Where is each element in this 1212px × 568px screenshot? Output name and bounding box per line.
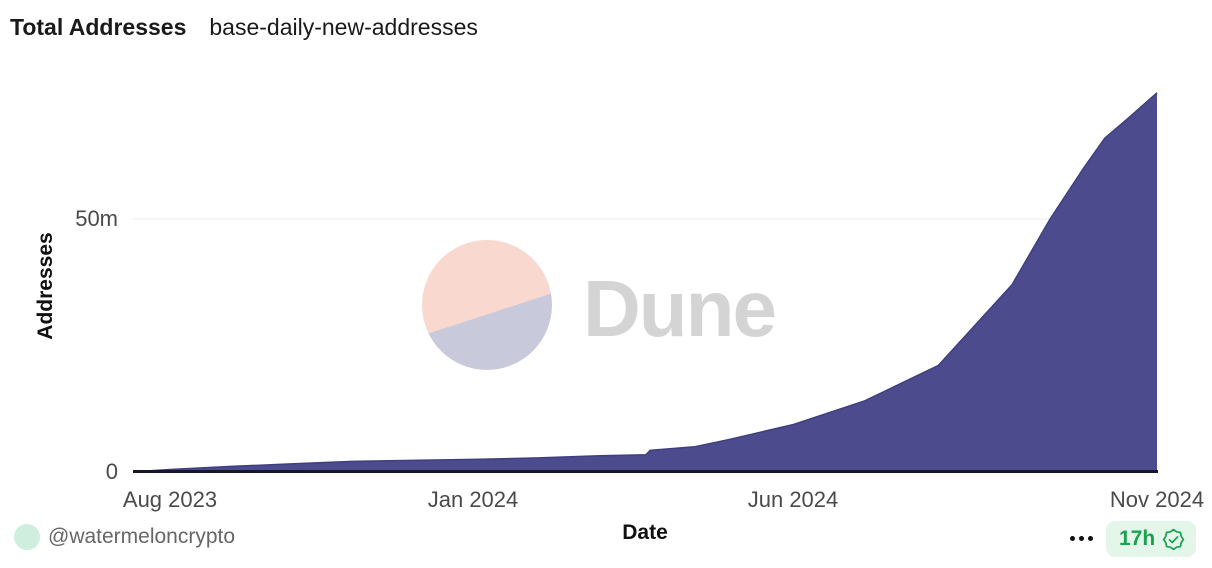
x-tick-label: Jun 2024 (747, 487, 839, 512)
y-axis-title: Addresses (34, 232, 57, 340)
author-attribution[interactable]: @watermeloncrypto (14, 524, 235, 550)
chart-header: Total Addresses base-daily-new-addresses (10, 14, 478, 41)
author-handle: @watermeloncrypto (48, 525, 236, 548)
dune-wordmark: Dune (583, 264, 777, 353)
y-tick-label: 0 (105, 459, 118, 484)
x-tick-label: Nov 2024 (1109, 487, 1205, 512)
series-line (138, 92, 1158, 473)
last-updated-badge[interactable]: 17h (1106, 521, 1197, 557)
query-name-link[interactable]: base-daily-new-addresses (209, 14, 478, 40)
chart-title: Total Addresses (10, 14, 187, 40)
author-avatar (14, 524, 40, 550)
more-options-button[interactable] (1062, 528, 1100, 548)
updated-age-label: 17h (1119, 527, 1156, 550)
x-axis-title: Date (622, 521, 668, 544)
verified-check-icon (1162, 528, 1185, 550)
x-tick-label: Jan 2024 (427, 487, 519, 512)
area-series (138, 92, 1157, 472)
y-tick-label: 50m (75, 206, 118, 231)
x-tick-label: Aug 2023 (122, 487, 218, 512)
dune-logo-icon (422, 240, 552, 370)
